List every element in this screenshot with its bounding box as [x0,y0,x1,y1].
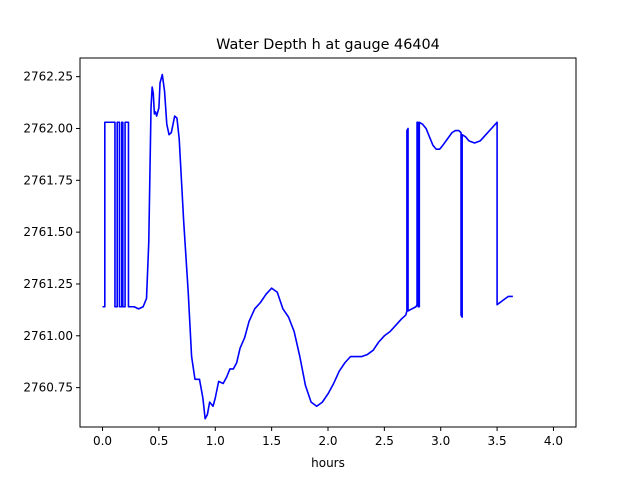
y-axis-ticks: 2760.75 2761.00 2761.25 2761.50 2761.75 2762.… [23,70,80,395]
x-tick-label: 1.0 [206,434,225,448]
x-tick-label: 3.5 [488,434,507,448]
series-line-water-depth [102,73,513,420]
y-tick-label: 2761.00 [23,329,73,343]
y-tick-label: 2760.75 [23,381,73,395]
x-tick-label: 4.0 [544,434,563,448]
x-axis-ticks: 0.0 0.5 1.0 1.5 2.0 2.5 3.0 3.5 4.0 [93,427,563,448]
y-tick-label: 2761.25 [23,277,73,291]
y-tick-label: 2761.75 [23,173,73,187]
x-tick-label: 2.5 [375,434,394,448]
chart-title: Water Depth h at gauge 46404 [216,37,440,53]
x-tick-label: 1.5 [262,434,281,448]
y-tick-label: 2761.50 [23,225,73,239]
y-tick-label: 2762.00 [23,121,73,135]
x-tick-label: 3.0 [431,434,450,448]
x-tick-label: 0.5 [149,434,168,448]
x-axis-label: hours [311,456,345,470]
y-tick-label: 2762.25 [23,70,73,84]
plot-area: 0.0 0.5 1.0 1.5 2.0 2.5 3.0 3.5 4.0 2760.75 2761.… [23,57,577,448]
x-tick-label: 0.0 [93,434,112,448]
x-tick-label: 2.0 [318,434,337,448]
